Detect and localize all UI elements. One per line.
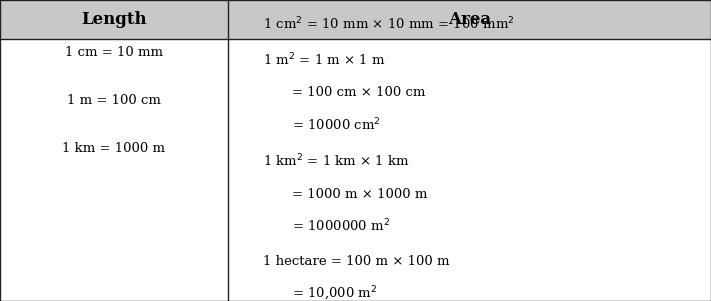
Text: 1 km = 1000 m: 1 km = 1000 m [63, 142, 165, 156]
Text: 1 cm$^2$ = 10 mm × 10 mm = 100 mm$^2$: 1 cm$^2$ = 10 mm × 10 mm = 100 mm$^2$ [263, 16, 515, 33]
Text: Length: Length [81, 11, 146, 28]
Text: = 100 cm × 100 cm: = 100 cm × 100 cm [292, 86, 425, 99]
Text: = 10,000 m$^2$: = 10,000 m$^2$ [292, 285, 377, 301]
Text: 1 m = 100 cm: 1 m = 100 cm [67, 94, 161, 107]
Text: 1 hectare = 100 m × 100 m: 1 hectare = 100 m × 100 m [263, 255, 449, 268]
Text: Area: Area [448, 11, 491, 28]
Text: 1 km$^2$ = 1 km × 1 km: 1 km$^2$ = 1 km × 1 km [263, 153, 410, 169]
Text: = 1000 m × 1000 m: = 1000 m × 1000 m [292, 188, 427, 201]
Bar [228, 0, 711, 39]
Text: 1 cm = 10 mm: 1 cm = 10 mm [65, 46, 163, 59]
Text: = 1000000 m$^2$: = 1000000 m$^2$ [292, 218, 390, 235]
Text: = 10000 cm$^2$: = 10000 cm$^2$ [292, 116, 380, 133]
Bar [0, 0, 228, 39]
Text: 1 m$^2$ = 1 m × 1 m: 1 m$^2$ = 1 m × 1 m [263, 52, 386, 69]
